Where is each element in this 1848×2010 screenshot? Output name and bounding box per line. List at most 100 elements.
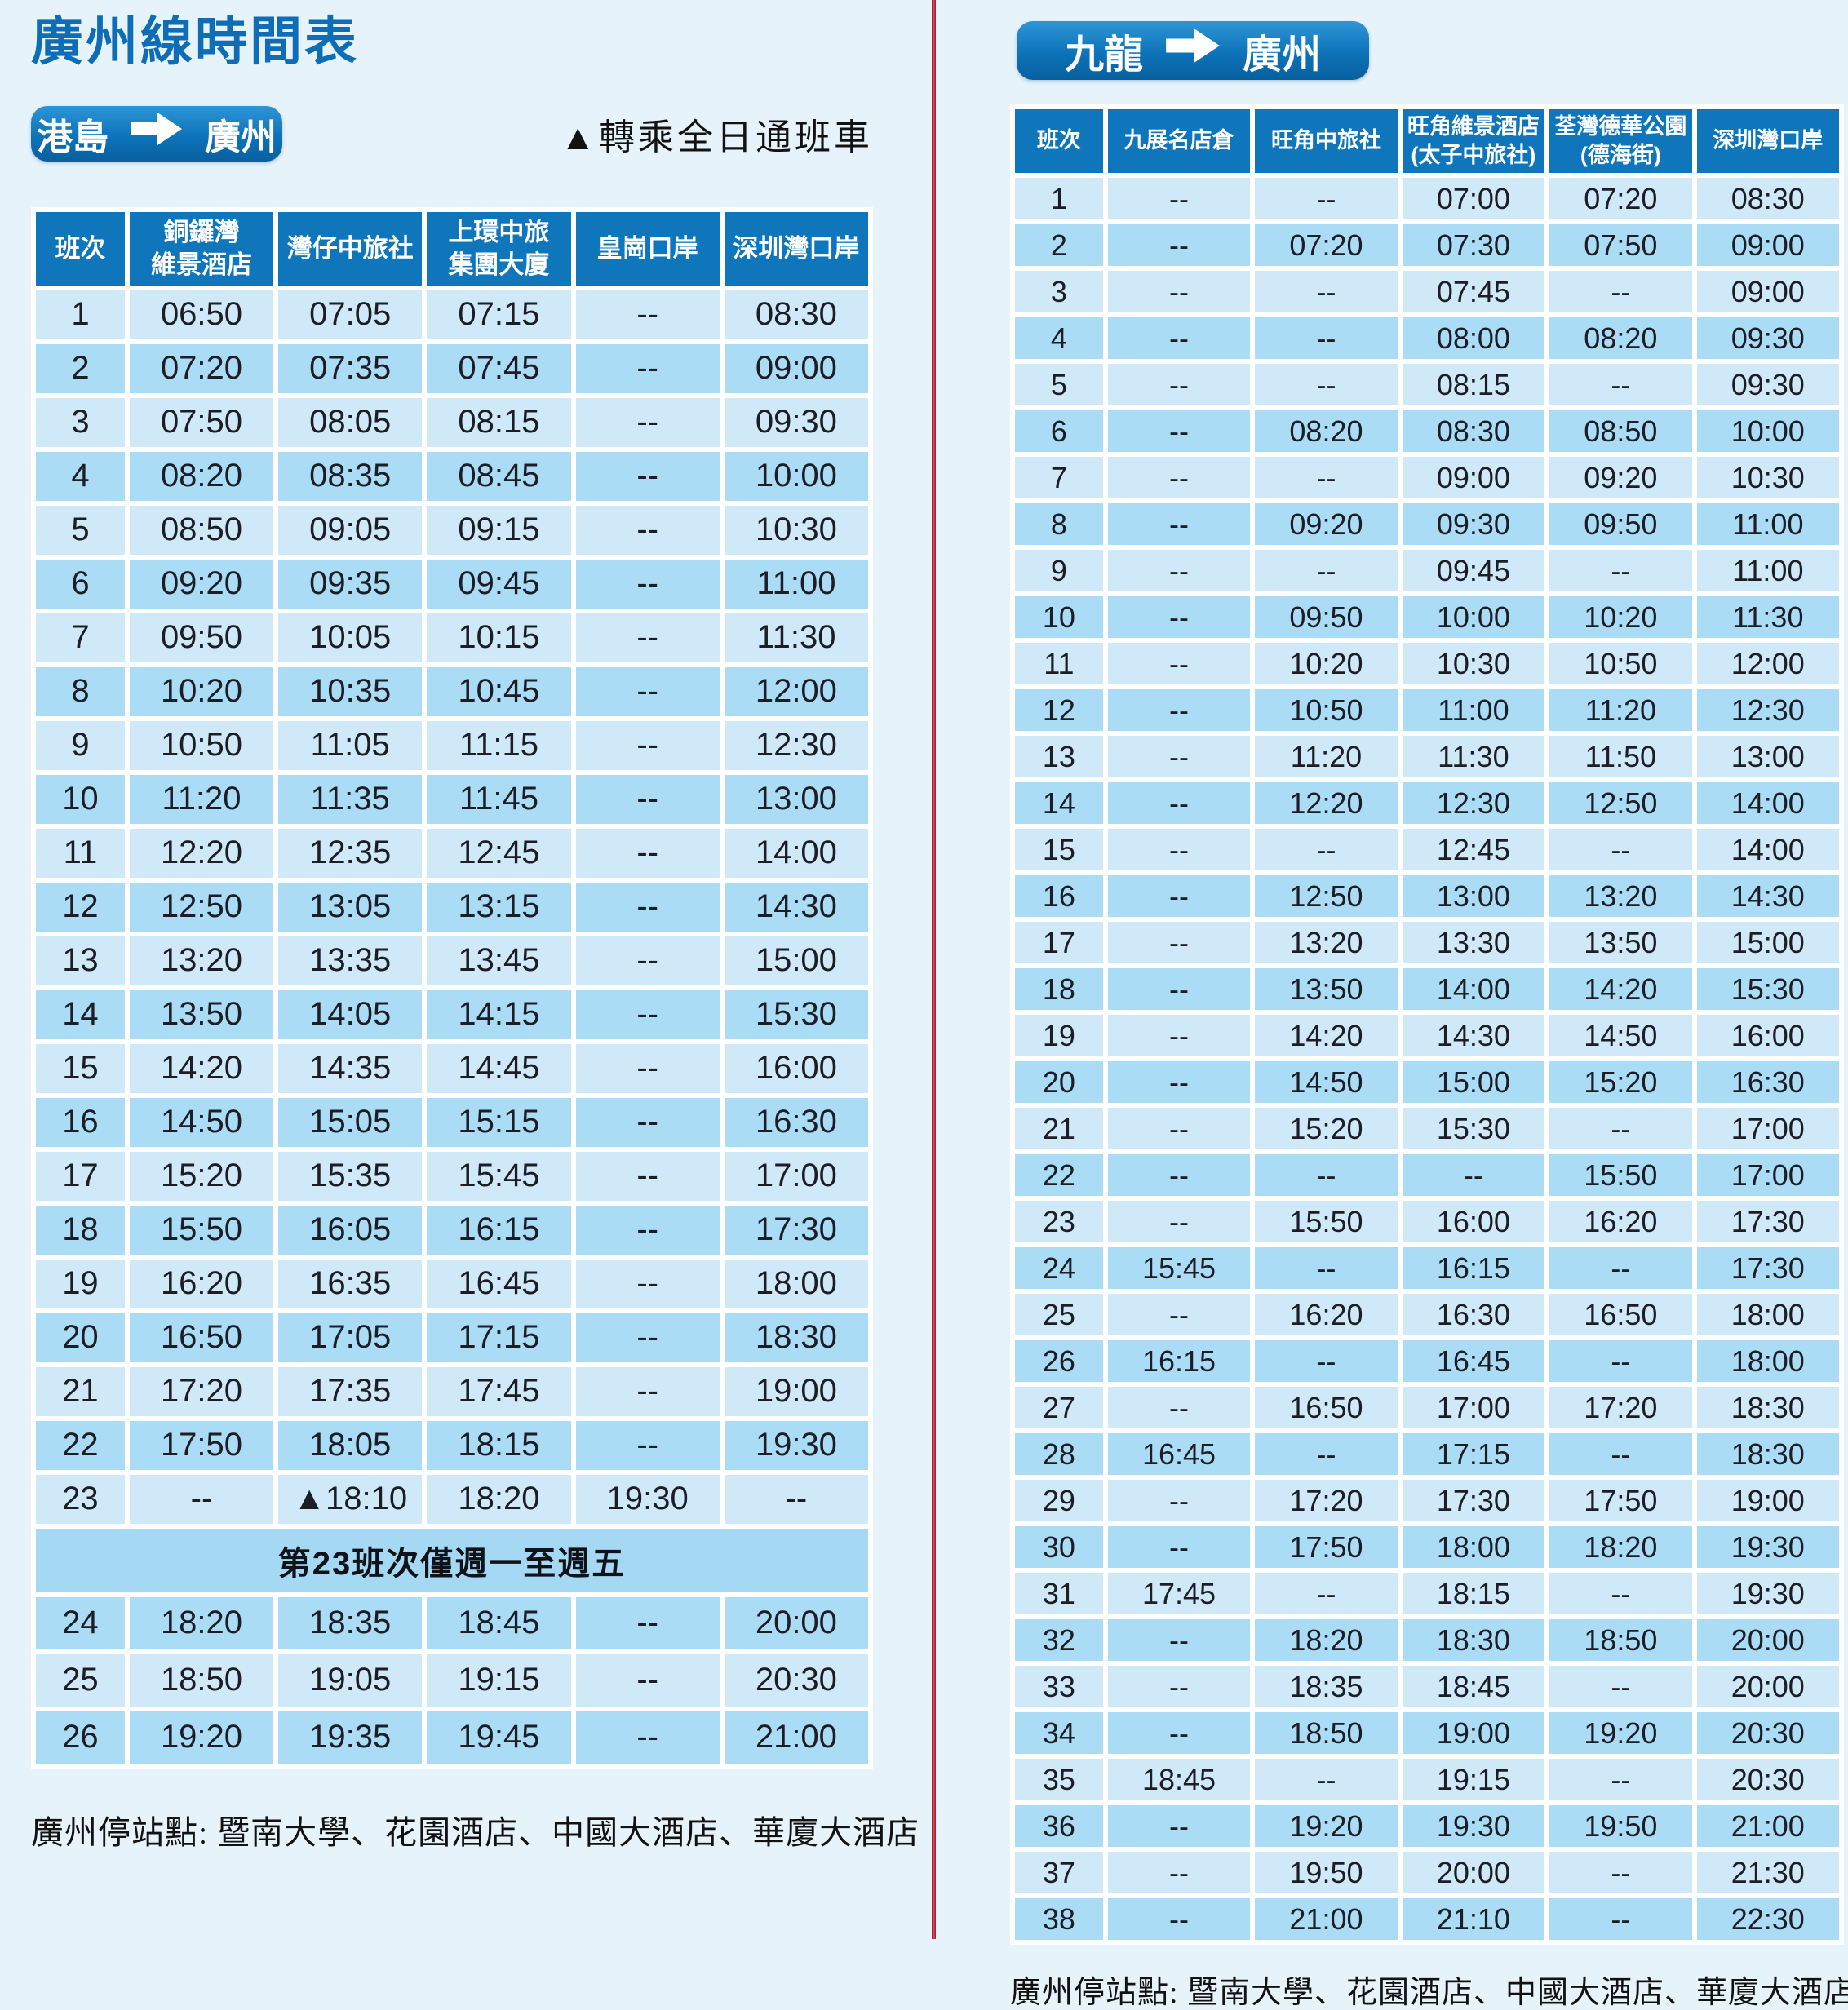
column-header: 灣仔中旅社 (278, 211, 423, 286)
time-cell: -- (1549, 829, 1692, 870)
time-cell: -- (1107, 178, 1251, 219)
table-row: 2 07:20 07:35 07:45 -- 09:00 (36, 343, 868, 393)
column-header: 旺角維景酒店 (太子中旅社) (1402, 109, 1545, 173)
time-cell: 15:50 (1255, 1201, 1398, 1242)
trip-number-cell: 25 (1015, 1294, 1103, 1335)
time-cell: -- (1107, 1201, 1251, 1242)
table-row: 14 -- 12:20 12:30 12:50 14:00 (1015, 782, 1839, 824)
time-cell: 19:20 (1549, 1712, 1692, 1754)
time-cell: 08:15 (1402, 364, 1545, 405)
time-cell: 17:20 (1549, 1387, 1692, 1428)
trip-number-cell: 19 (1015, 1015, 1103, 1056)
time-cell: -- (1255, 1433, 1398, 1475)
time-cell: 12:30 (1402, 782, 1545, 824)
table-row: 4 -- -- 08:00 08:20 09:30 (1015, 317, 1839, 359)
time-cell: 18:45 (1402, 1666, 1545, 1707)
time-cell: 12:45 (1402, 829, 1545, 870)
trip-number-cell: 36 (1015, 1805, 1103, 1847)
trip-number-cell: 11 (36, 828, 125, 878)
time-cell: 14:20 (1549, 968, 1692, 1010)
time-cell: 10:30 (724, 505, 868, 555)
time-cell: 15:00 (1402, 1061, 1545, 1103)
time-cell: 16:20 (129, 1259, 274, 1308)
time-cell: 15:45 (1107, 1247, 1251, 1289)
time-cell: 17:00 (1696, 1108, 1839, 1149)
trip-number-cell: 13 (1015, 736, 1103, 777)
table-row: 5 08:50 09:05 09:15 -- 10:30 (36, 505, 868, 555)
table-row: 4 08:20 08:35 08:45 -- 10:00 (36, 451, 868, 501)
time-cell: 14:00 (1696, 782, 1839, 824)
trip-number-cell: 20 (36, 1313, 125, 1362)
time-cell: 19:30 (724, 1420, 868, 1470)
time-cell: 16:50 (1549, 1294, 1692, 1335)
time-cell: 09:50 (1549, 503, 1692, 545)
time-cell: 09:35 (278, 559, 423, 609)
time-cell: -- (1255, 178, 1398, 219)
island-to-guangzhou-timetable: 班次 銅鑼灣 維景酒店 灣仔中旅社 上環中旅 集團大廈 皇崗口岸 深圳灣口岸 1 06:50 07:… (31, 206, 873, 1769)
arrow-right-icon (130, 111, 184, 156)
time-cell: 07:00 (1402, 178, 1545, 219)
schedule-note-row: 第23班次僅週一至週五 (36, 1528, 868, 1592)
trip-number-cell: 35 (1015, 1759, 1103, 1800)
time-cell: 18:20 (1255, 1619, 1398, 1661)
time-cell: 08:20 (1549, 317, 1692, 359)
time-cell: 11:20 (1549, 689, 1692, 731)
time-cell: -- (1107, 317, 1251, 359)
time-cell: 17:30 (1402, 1480, 1545, 1521)
time-cell: -- (1107, 643, 1251, 684)
time-cell: -- (575, 1259, 720, 1308)
time-cell: 09:15 (427, 505, 571, 555)
time-cell: 14:45 (427, 1043, 571, 1093)
time-cell: 18:05 (278, 1420, 423, 1470)
route-badge-island-to-guangzhou: 港島 廣州 (31, 105, 282, 162)
time-cell: 09:30 (1696, 317, 1839, 359)
time-cell: 13:35 (278, 936, 423, 985)
time-cell: 11:30 (1402, 736, 1545, 777)
trip-number-cell: 14 (36, 990, 125, 1039)
time-cell: -- (1549, 1433, 1692, 1475)
time-cell: 13:50 (1255, 968, 1398, 1010)
time-cell: -- (1107, 364, 1251, 405)
time-cell: -- (1107, 1294, 1251, 1335)
table-row: 37 -- 19:50 20:00 -- 21:30 (1015, 1852, 1839, 1893)
left-head-row: 港島 廣州 ▲轉乘全日通班車 (31, 105, 873, 162)
trip-number-cell: 12 (1015, 689, 1103, 731)
time-cell: 11:00 (724, 559, 868, 609)
time-cell: 17:50 (1255, 1526, 1398, 1568)
table-row: 21 17:20 17:35 17:45 -- 19:00 (36, 1366, 868, 1416)
time-cell: 10:50 (1549, 643, 1692, 684)
trip-number-cell: 17 (36, 1151, 125, 1201)
time-cell: 13:15 (427, 882, 571, 932)
trip-number-cell: 23 (36, 1474, 125, 1524)
route-from-label: 港島 (37, 117, 109, 157)
time-cell: 18:20 (427, 1474, 571, 1524)
page-title: 廣州線時間表 (31, 12, 359, 71)
time-cell: -- (1549, 1852, 1692, 1893)
time-cell: 13:50 (129, 990, 274, 1039)
time-cell: 18:00 (1696, 1294, 1839, 1335)
time-cell: 16:20 (1549, 1201, 1692, 1242)
time-cell: -- (575, 774, 720, 824)
time-cell: 14:35 (278, 1043, 423, 1093)
time-cell: 19:15 (1402, 1759, 1545, 1800)
time-cell: 16:50 (1255, 1387, 1398, 1428)
trip-number-cell: 16 (1015, 875, 1103, 917)
route-to-label: 廣州 (1243, 33, 1322, 77)
time-cell: -- (1402, 1154, 1545, 1196)
table-row: 24 15:45 -- 16:15 -- 17:30 (1015, 1247, 1839, 1289)
column-header: 旺角中旅社 (1255, 109, 1398, 173)
time-cell: 17:15 (1402, 1433, 1545, 1475)
time-cell: 13:20 (1549, 875, 1692, 917)
time-cell: 18:50 (1255, 1712, 1398, 1754)
time-cell: 19:15 (427, 1654, 571, 1707)
table-row: 15 14:20 14:35 14:45 -- 16:00 (36, 1043, 868, 1093)
time-cell: 16:00 (724, 1043, 868, 1093)
time-cell: 20:00 (1402, 1852, 1545, 1893)
time-cell: 10:50 (129, 720, 274, 770)
time-cell: 14:30 (1402, 1015, 1545, 1056)
trip-number-cell: 12 (36, 882, 125, 932)
time-cell: 12:00 (724, 666, 868, 716)
time-cell: 21:10 (1402, 1898, 1545, 1940)
table-row: 1 -- -- 07:00 07:20 08:30 (1015, 178, 1839, 219)
time-cell: -- (1107, 736, 1251, 777)
